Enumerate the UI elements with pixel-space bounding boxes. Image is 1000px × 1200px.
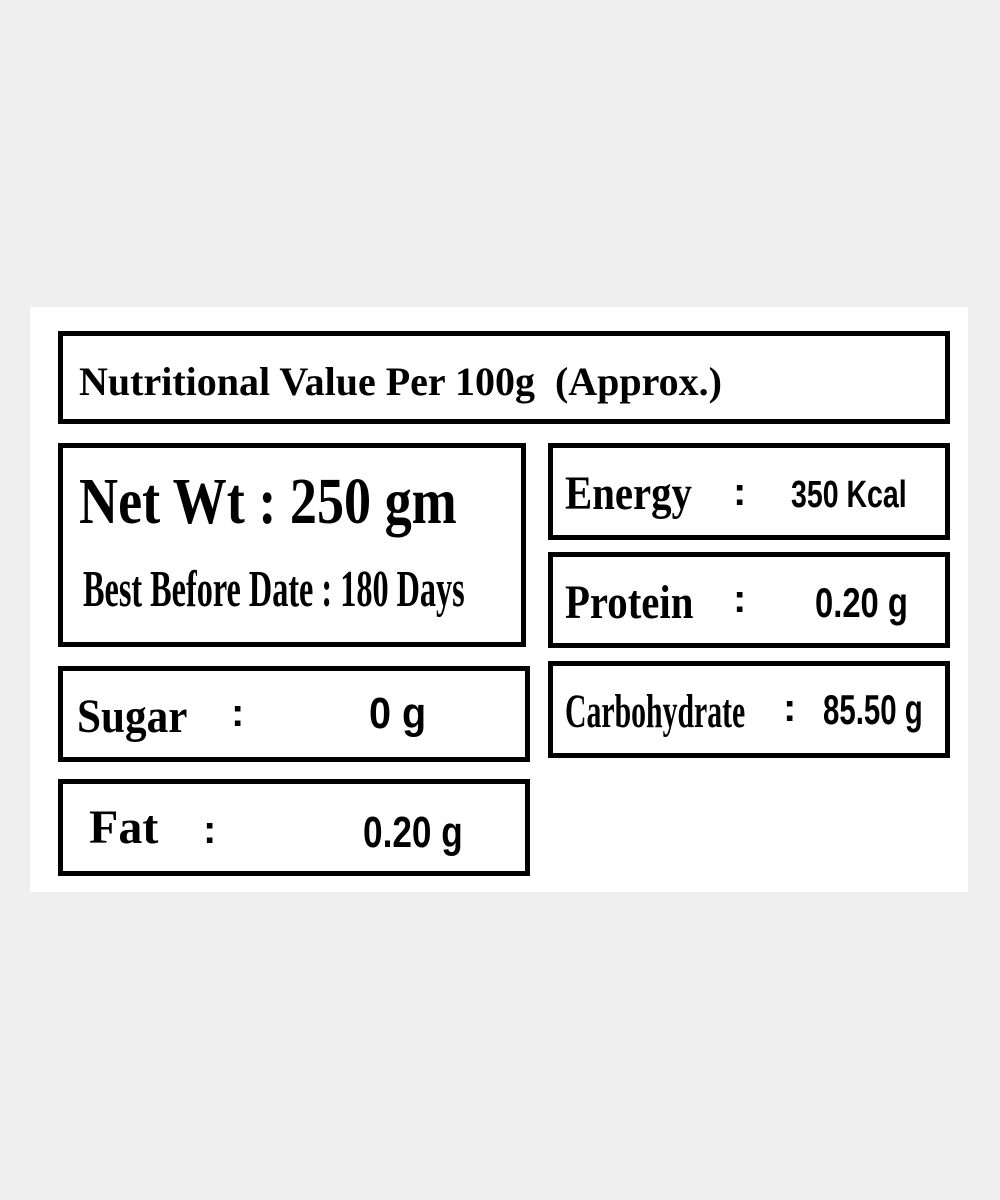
fat-box: Fat : 0.20 g [58, 779, 530, 876]
item-label: Sugar [77, 690, 188, 743]
sugar-box: Sugar : 0 g [58, 666, 530, 762]
item-label: Carbohydrate [565, 685, 746, 738]
item-value: 0.20 g [815, 579, 908, 626]
item-label: Protein [565, 576, 694, 629]
item-value: 0.20 g [363, 808, 463, 857]
title-box: Nutritional Value Per 100g (Approx.) [58, 331, 950, 424]
item-label: Fat [89, 801, 159, 854]
title: Nutritional Value Per 100g (Approx.) [79, 359, 722, 404]
item-label: Energy [565, 467, 692, 520]
item-separator: : [733, 577, 747, 621]
item-separator: : [231, 691, 245, 735]
item-separator: : [733, 470, 747, 514]
carbohydrate-box: Carbohydrate : 85.50 g [548, 661, 950, 758]
net-weight: Net Wt : 250 gm [79, 465, 457, 538]
item-value: 0 g [369, 689, 427, 738]
weight-box: Net Wt : 250 gm Best Before Date : 180 D… [58, 443, 526, 647]
item-separator: : [783, 686, 797, 730]
best-before: Best Before Date : 180 Days [83, 561, 465, 618]
energy-box: Energy : 350 Kcal [548, 443, 950, 540]
protein-box: Protein : 0.20 g [548, 552, 950, 648]
item-separator: : [203, 808, 217, 852]
item-value: 350 Kcal [791, 474, 907, 516]
item-value: 85.50 g [823, 686, 923, 733]
